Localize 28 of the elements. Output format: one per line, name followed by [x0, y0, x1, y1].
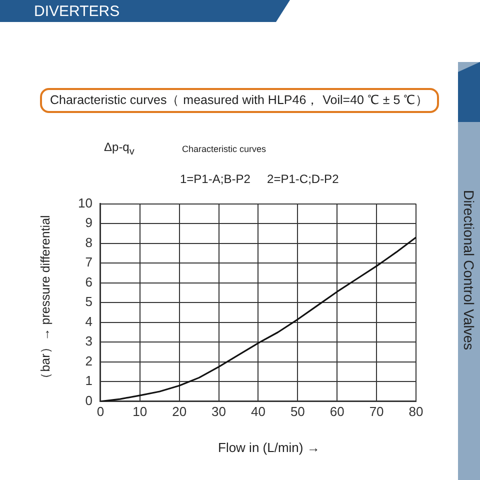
y-tick-label: 4 [85, 314, 92, 329]
y-tick-label: 1 [85, 373, 92, 388]
text: Δp-q$_{v}$ [104, 140, 134, 158]
text: 1=P1-A;B-P2 2=P1-C;D-P2 [180, 172, 339, 186]
x-axis-title: Flow in (L/min) → [218, 440, 320, 455]
y-tick-label: 3 [85, 334, 92, 349]
y-tick-label: 5 [85, 294, 92, 310]
y-tick-label: 6 [85, 274, 92, 290]
chart-title: DIVERTERS [34, 3, 120, 20]
y-tick-label: 8 [85, 234, 92, 250]
x-tick-label: 20 [172, 404, 187, 419]
y-tick-label: 2 [85, 353, 92, 368]
text: Characteristic curves [182, 144, 266, 154]
text: Directional Control Valves [461, 190, 477, 350]
x-tick-label: 0 [96, 404, 104, 419]
x-tick-label: 50 [290, 404, 305, 419]
y-tick-label: 7 [85, 254, 92, 270]
chart-subtitle: Characteristic curves（ measured with HLP46， Voil=40 ℃ ± 5 ℃） [40, 88, 439, 113]
x-tick-label: 60 [330, 404, 344, 419]
y-axis-title: （bar）→ pressure differential [38, 215, 54, 385]
x-tick-label: 30 [212, 404, 226, 419]
x-tick-label: 40 [250, 404, 266, 419]
y-tick-label: 9 [85, 215, 92, 230]
x-tick-label: 70 [369, 404, 384, 419]
y-tick-label: 10 [78, 195, 92, 210]
x-tick-label: 10 [132, 404, 148, 419]
y-tick-label: 0 [85, 392, 92, 408]
x-tick-label: 80 [408, 404, 424, 419]
